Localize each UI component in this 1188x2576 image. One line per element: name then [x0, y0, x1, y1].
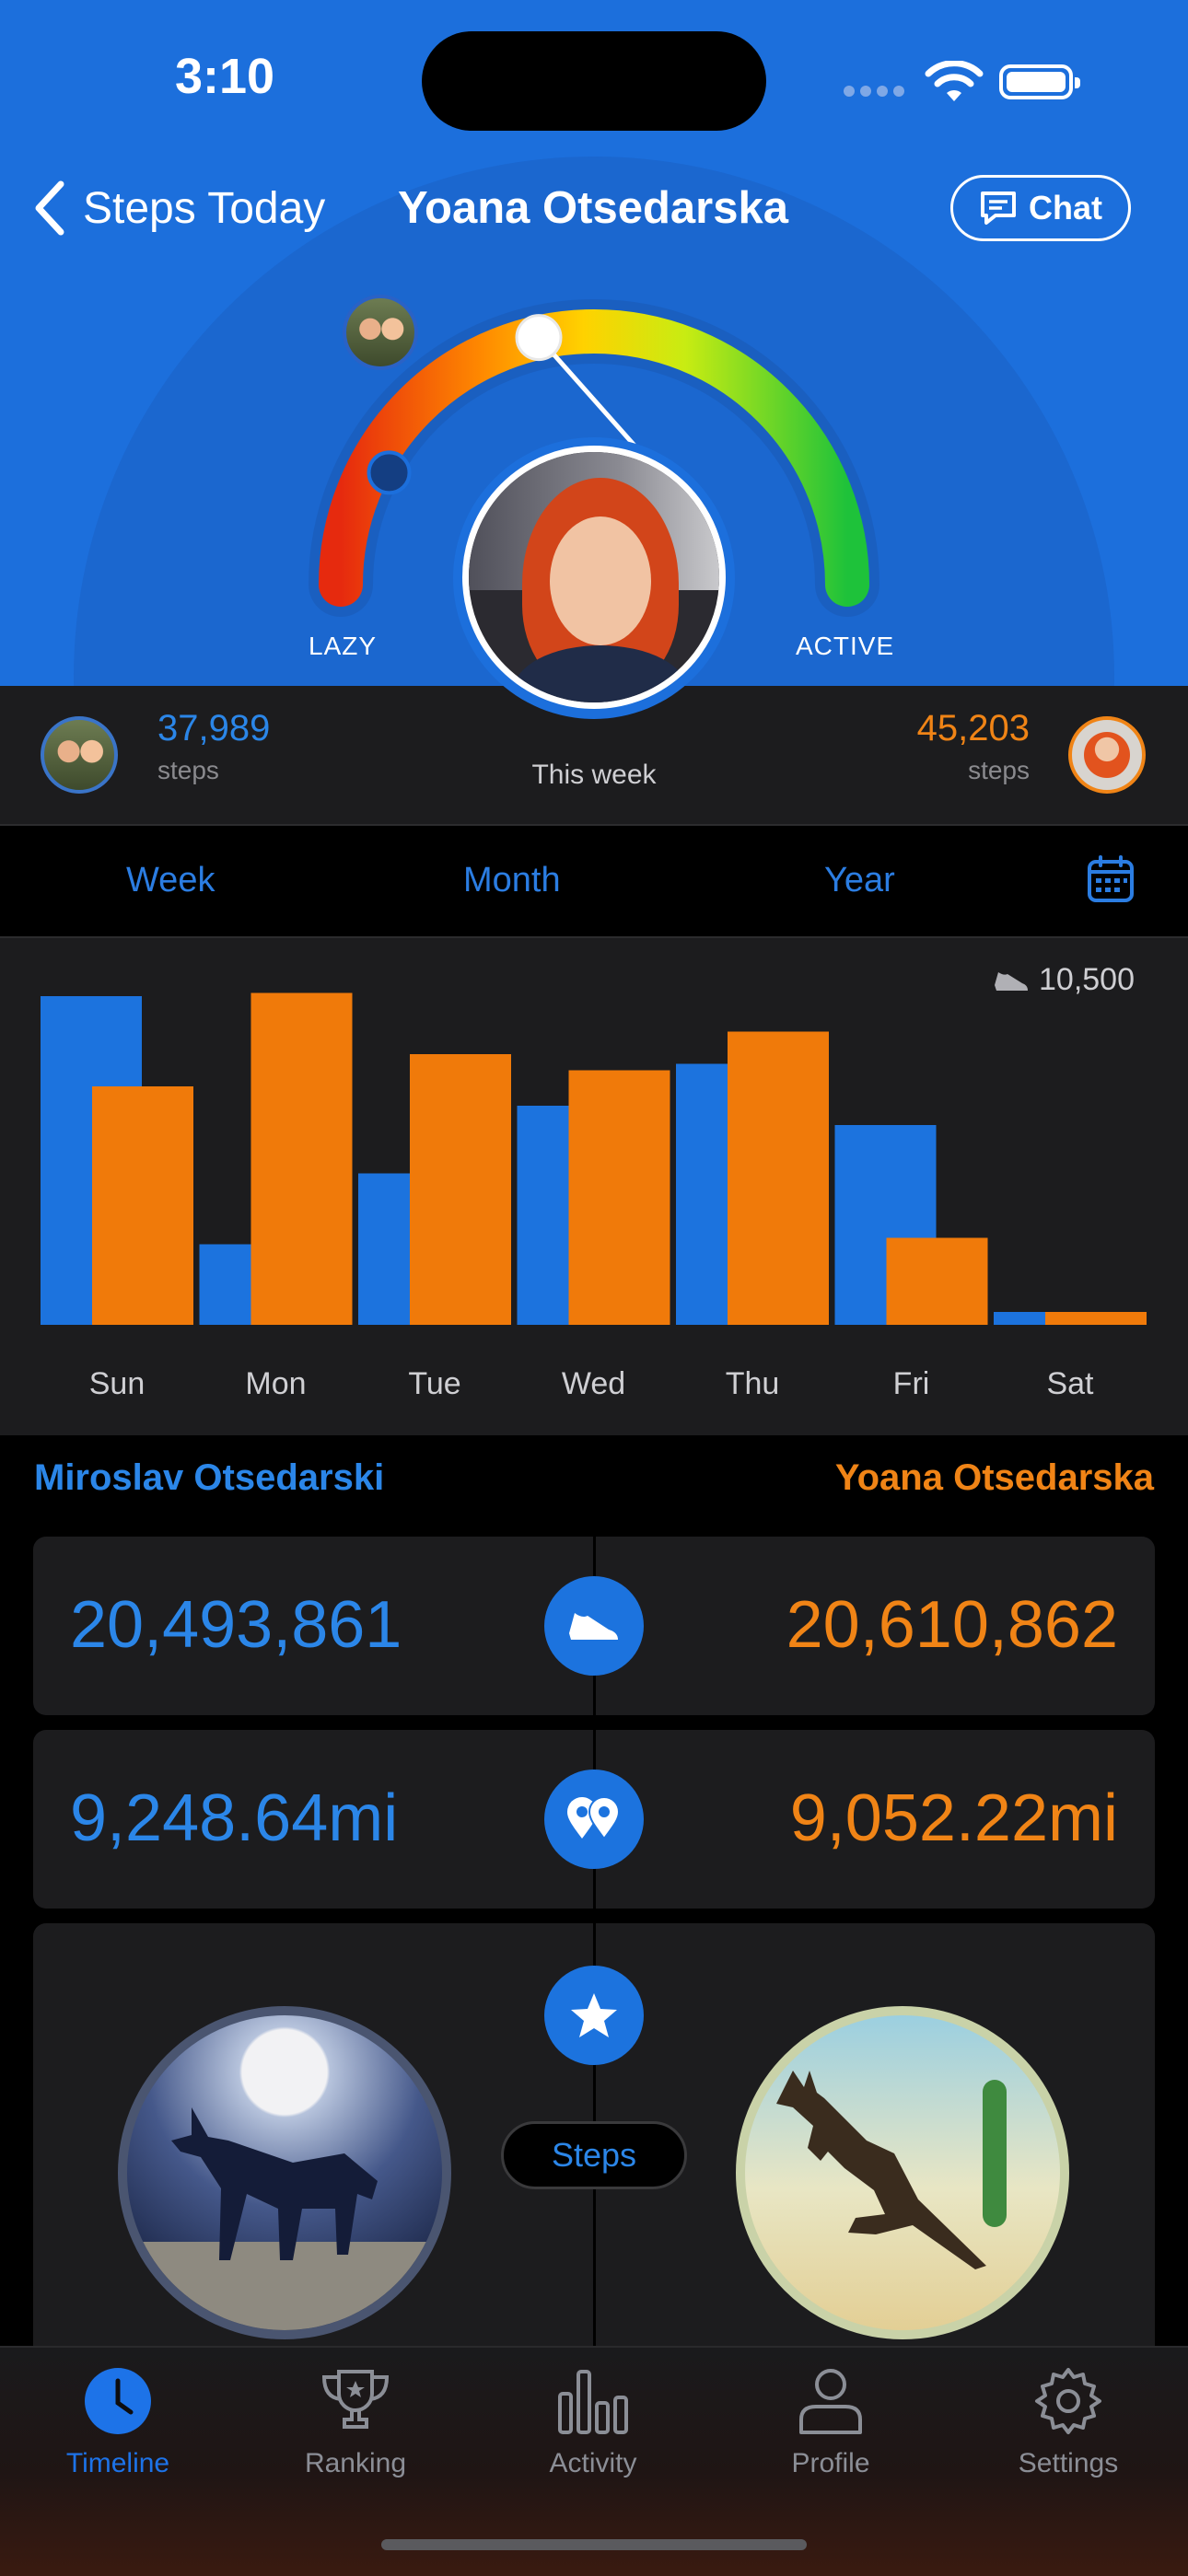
profile-photo[interactable]	[462, 446, 726, 709]
user-weekly-steps: 45,203	[916, 708, 1030, 748]
x-tick-fri: Fri	[892, 1366, 930, 1401]
bar-chart-icon	[558, 2370, 628, 2434]
gauge-active-label: ACTIVE	[796, 632, 895, 660]
period-tabs: Week Month Year	[0, 826, 1188, 938]
achievement-steps-pill[interactable]: Steps	[501, 2121, 687, 2189]
chat-bubble-icon	[981, 191, 1016, 225]
this-week-caption: This week	[531, 760, 657, 790]
bar-right-wed	[568, 1070, 670, 1325]
bar-right-thu	[728, 1031, 829, 1325]
tab-ranking[interactable]: Ranking	[263, 2366, 448, 2479]
compare-left-name: Miroslav Otsedarski	[34, 1457, 385, 1498]
tab-timeline[interactable]: Timeline	[26, 2366, 210, 2479]
gauge-lazy-label: LAZY	[309, 632, 378, 660]
x-tick-thu: Thu	[725, 1366, 780, 1401]
star-icon	[571, 1993, 617, 2037]
goal-indicator: 10,500	[993, 962, 1135, 998]
back-label: Steps Today	[83, 183, 326, 233]
bar-chart	[41, 992, 1147, 1325]
tab-profile[interactable]: Profile	[739, 2366, 923, 2479]
tab-month[interactable]: Month	[463, 861, 561, 899]
tab-timeline-label: Timeline	[65, 2448, 170, 2478]
right-total-distance: 9,052.22mi	[789, 1781, 1118, 1855]
x-tick-wed: Wed	[561, 1366, 626, 1401]
user-steps-unit: steps	[968, 756, 1030, 784]
header: 3:10 Steps Today Yoana Otsedarska Chat	[0, 0, 1188, 686]
shoe-icon	[995, 971, 1028, 991]
distance-circle	[544, 1770, 644, 1869]
wifi-icon	[925, 61, 984, 101]
user-level-marker	[515, 314, 563, 362]
x-tick-mon: Mon	[245, 1366, 307, 1401]
chevron-left-icon	[35, 180, 64, 236]
kangaroo-desert-badge[interactable]	[736, 2006, 1069, 2339]
tab-year[interactable]: Year	[824, 861, 895, 899]
tab-settings-label: Settings	[1018, 2448, 1119, 2478]
steps-circle	[544, 1576, 644, 1676]
left-total-distance: 9,248.64mi	[70, 1781, 399, 1855]
total-steps-card: 20,493,861 20,610,862	[33, 1537, 1155, 1715]
jackal-moon-badge[interactable]	[118, 2006, 451, 2339]
bar-right-fri	[886, 1237, 988, 1325]
bar-right-tue	[410, 1054, 511, 1325]
location-pins-icon	[567, 1796, 621, 1840]
tab-activity[interactable]: Activity	[501, 2366, 685, 2479]
tab-profile-label: Profile	[791, 2448, 870, 2478]
weekly-steps-chart: 10,500 Sun Mon Tue Wed Thu Fri Sat	[0, 938, 1188, 1435]
total-distance-card: 9,248.64mi 9,052.22mi	[33, 1730, 1155, 1909]
trophy-icon	[321, 2370, 390, 2429]
status-time: 3:10	[175, 49, 275, 104]
friend-weekly-steps: 37,989	[157, 708, 271, 748]
battery-icon	[999, 64, 1080, 99]
home-indicator	[381, 2539, 807, 2550]
left-total-steps: 20,493,861	[70, 1588, 402, 1662]
gauge-needle	[537, 335, 637, 448]
x-tick-sat: Sat	[1046, 1366, 1094, 1401]
gear-icon	[1035, 2368, 1101, 2434]
bar-right-sat	[1045, 1312, 1147, 1325]
right-total-steps: 20,610,862	[786, 1588, 1118, 1662]
dynamic-island	[422, 31, 766, 131]
user-avatar[interactable]	[1068, 716, 1146, 794]
back-button[interactable]: Steps Today	[33, 180, 325, 237]
person-icon	[799, 2369, 862, 2434]
tab-activity-label: Activity	[549, 2448, 637, 2478]
kangaroo-silhouette	[776, 2071, 986, 2269]
calendar-icon[interactable]	[1087, 855, 1135, 903]
friend-level-marker	[367, 450, 412, 495]
bar-right-mon	[250, 992, 353, 1325]
bar-right-sun	[92, 1086, 193, 1325]
tab-week[interactable]: Week	[126, 861, 215, 899]
jackal-silhouette	[171, 2107, 378, 2260]
clock-icon	[85, 2368, 151, 2434]
friend-steps-unit: steps	[157, 756, 219, 784]
signal-icon	[844, 85, 910, 101]
activity-gauge	[309, 299, 879, 617]
chat-button[interactable]: Chat	[950, 175, 1131, 241]
friend-avatar-gauge	[343, 295, 418, 370]
shoe-icon	[569, 1613, 618, 1640]
x-tick-tue: Tue	[408, 1366, 461, 1401]
friend-avatar[interactable]	[41, 716, 118, 794]
x-tick-sun: Sun	[88, 1366, 146, 1401]
achievement-card: Steps	[33, 1923, 1155, 2365]
achievement-circle	[544, 1966, 644, 2065]
tab-settings[interactable]: Settings	[976, 2366, 1160, 2479]
page-title: Yoana Otsedarska	[398, 183, 788, 233]
goal-label: 10,500	[1039, 962, 1135, 997]
compare-right-name: Yoana Otsedarska	[834, 1457, 1154, 1498]
tab-bar: Timeline Ranking Activity Profile Setti	[0, 2346, 1188, 2576]
tab-ranking-label: Ranking	[304, 2448, 407, 2478]
chat-label: Chat	[1029, 189, 1102, 226]
